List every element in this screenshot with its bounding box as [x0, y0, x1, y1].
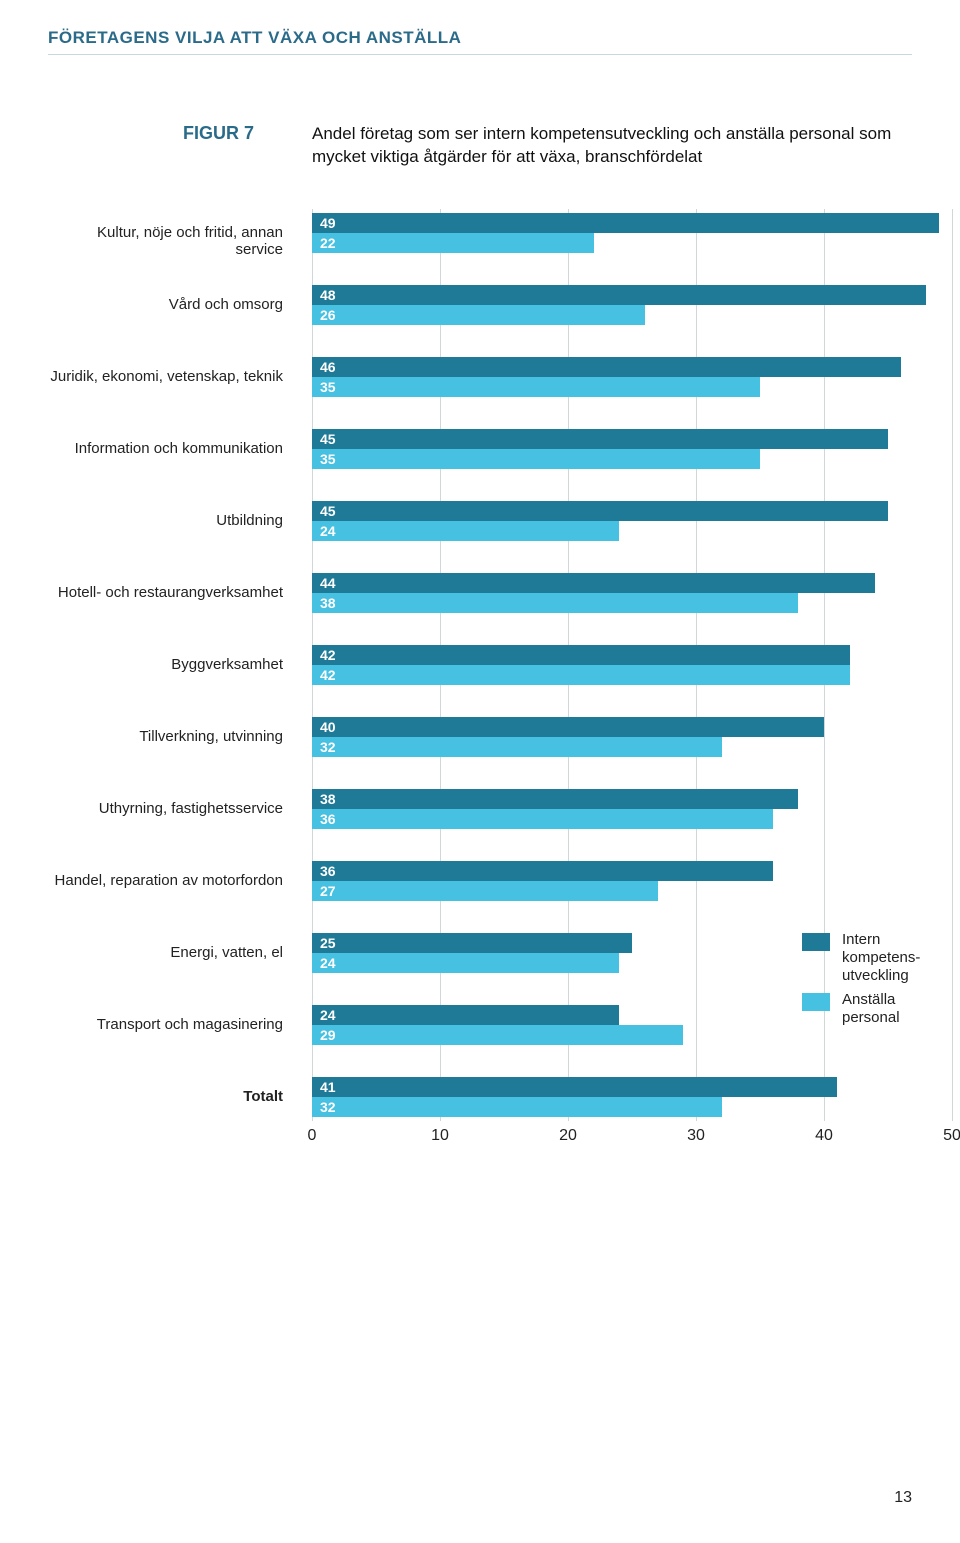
page-number: 13 [894, 1489, 912, 1507]
chart-x-axis: 01020304050 [312, 1125, 952, 1155]
chart-x-tick: 10 [431, 1127, 449, 1145]
chart-bar-dark: 42 [312, 645, 850, 665]
chart-bar-light: 35 [312, 377, 760, 397]
chart-bar-dark: 38 [312, 789, 798, 809]
chart-category-label: Kultur, nöje och fritid, annan service [48, 224, 283, 259]
chart-category-label: Utbildning [48, 512, 283, 529]
chart-bar-light: 29 [312, 1025, 683, 1045]
chart-category-label: Energi, vatten, el [48, 944, 283, 961]
chart-x-tick: 50 [943, 1127, 960, 1145]
chart-category-label: Tillverkning, utvinning [48, 728, 283, 745]
chart-bar-light: 35 [312, 449, 760, 469]
chart-category-label: Uthyrning, fastighetsservice [48, 800, 283, 817]
figure-label: FIGUR 7 [183, 123, 254, 144]
chart-bar-light: 24 [312, 953, 619, 973]
chart-category-label: Totalt [48, 1088, 283, 1105]
chart-bar-dark: 41 [312, 1077, 837, 1097]
chart-category-label: Handel, reparation av motorfordon [48, 872, 283, 889]
chart-bar-light: 38 [312, 593, 798, 613]
chart-bar-dark: 48 [312, 285, 926, 305]
chart-category-label: Information och kommunikation [48, 440, 283, 457]
chart-category-group: Byggverksamhet4242 [312, 641, 952, 689]
chart-x-tick: 30 [687, 1127, 705, 1145]
chart-legend-item: Anställapersonal [802, 991, 952, 1027]
chart-legend-label: Intern kompetens-utveckling [842, 931, 952, 985]
chart-bar-dark: 24 [312, 1005, 619, 1025]
chart-category-group: Information och kommunikation4535 [312, 425, 952, 473]
chart-legend-item: Intern kompetens-utveckling [802, 931, 952, 985]
chart-bar-light: 42 [312, 665, 850, 685]
chart-category-group: Hotell- och restaurangverksamhet4438 [312, 569, 952, 617]
chart-bar-light: 32 [312, 1097, 722, 1117]
chart-category-label: Byggverksamhet [48, 656, 283, 673]
chart-legend: Intern kompetens-utveckling Anställaperso… [802, 931, 952, 1033]
chart-category-group: Tillverkning, utvinning4032 [312, 713, 952, 761]
chart-legend-swatch [802, 993, 830, 1011]
chart-category-group: Handel, reparation av motorfordon3627 [312, 857, 952, 905]
chart-bar-dark: 40 [312, 717, 824, 737]
header-rule [48, 54, 912, 55]
chart-bar-light: 24 [312, 521, 619, 541]
chart-category-group: Juridik, ekonomi, vetenskap, teknik4635 [312, 353, 952, 401]
chart-bar-light: 26 [312, 305, 645, 325]
chart-x-tick: 40 [815, 1127, 833, 1145]
chart-category-group: Utbildning4524 [312, 497, 952, 545]
chart-plot-area: Kultur, nöje och fritid, annan service49… [312, 209, 952, 1121]
chart-bar-dark: 25 [312, 933, 632, 953]
chart-bar-dark: 44 [312, 573, 875, 593]
chart-bar-dark: 45 [312, 501, 888, 521]
chart-category-group: Totalt4132 [312, 1073, 952, 1121]
chart-category-group: Kultur, nöje och fritid, annan service49… [312, 209, 952, 257]
chart-x-tick: 0 [308, 1127, 317, 1145]
chart-bar-light: 32 [312, 737, 722, 757]
chart-category-group: Vård och omsorg4826 [312, 281, 952, 329]
chart-bar-light: 22 [312, 233, 594, 253]
chart-legend-label: Anställapersonal [842, 991, 900, 1027]
chart-legend-swatch [802, 933, 830, 951]
chart-category-label: Juridik, ekonomi, vetenskap, teknik [48, 368, 283, 385]
chart-bar-light: 27 [312, 881, 658, 901]
chart-bar-dark: 45 [312, 429, 888, 449]
chart-bar-dark: 49 [312, 213, 939, 233]
figure-title: Andel företag som ser intern kompetensut… [312, 123, 912, 169]
chart-bar-light: 36 [312, 809, 773, 829]
chart-category-label: Hotell- och restaurangverksamhet [48, 584, 283, 601]
bar-chart: Kultur, nöje och fritid, annan service49… [312, 209, 912, 1155]
running-head: FÖRETAGENS VILJA ATT VÄXA OCH ANSTÄLLA [48, 28, 912, 48]
chart-x-tick: 20 [559, 1127, 577, 1145]
chart-category-label: Vård och omsorg [48, 296, 283, 313]
chart-category-label: Transport och magasinering [48, 1016, 283, 1033]
chart-bar-dark: 46 [312, 357, 901, 377]
chart-category-group: Uthyrning, fastighetsservice3836 [312, 785, 952, 833]
chart-gridline [952, 209, 953, 1121]
chart-bar-dark: 36 [312, 861, 773, 881]
figure-wrapper: FIGUR 7 Andel företag som ser intern kom… [48, 123, 912, 1155]
